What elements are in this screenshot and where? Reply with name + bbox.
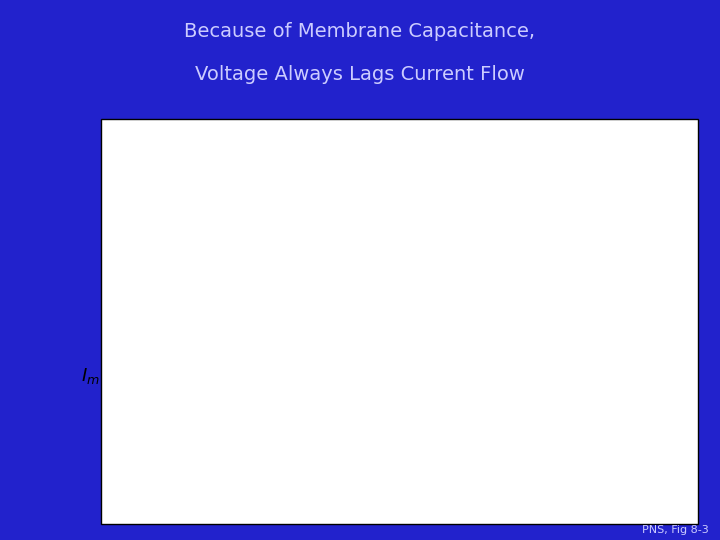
Text: In: In	[125, 446, 134, 456]
Text: $V_m$: $V_m$	[588, 222, 608, 239]
Text: $\Delta$V$_m$: $\Delta$V$_m$	[222, 228, 250, 243]
Text: pure resistor: pure resistor	[207, 170, 277, 180]
Text: Time: Time	[397, 480, 428, 492]
Text: pure capacitor: pure capacitor	[216, 144, 297, 154]
Text: $I_m$: $I_m$	[81, 366, 100, 386]
Text: $I_i$: $I_i$	[380, 353, 389, 369]
Text: Voltage Always Lags Current Flow: Voltage Always Lags Current Flow	[195, 65, 525, 84]
Text: $I_m$: $I_m$	[421, 319, 436, 335]
Text: Out: Out	[120, 359, 138, 369]
Text: 63% $\Delta$V$_m$: 63% $\Delta$V$_m$	[375, 251, 428, 265]
Text: Because of Membrane Capacitance,: Because of Membrane Capacitance,	[184, 22, 536, 40]
Text: $I_C$: $I_C$	[612, 450, 624, 467]
Text: $I_i$: $I_i$	[607, 386, 616, 402]
Text: PNS, Fig 8-3: PNS, Fig 8-3	[642, 524, 709, 535]
Text: 0: 0	[128, 406, 137, 419]
Text: $I_C$: $I_C$	[356, 390, 369, 407]
